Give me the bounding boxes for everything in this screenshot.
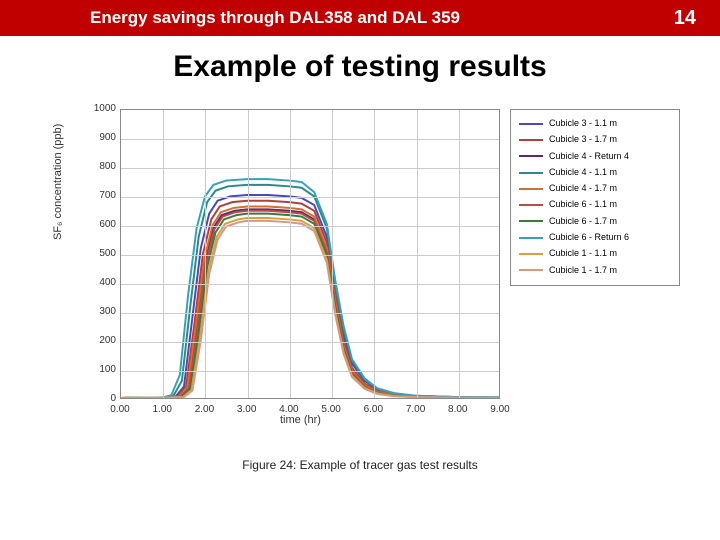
x-tick: 5.00 <box>321 404 340 415</box>
legend-item: Cubicle 4 - 1.7 m <box>519 181 671 196</box>
legend-label: Cubicle 6 - Return 6 <box>549 230 629 245</box>
series-line <box>121 179 499 398</box>
series-line <box>121 206 499 398</box>
y-tick: 600 <box>84 219 116 230</box>
legend-swatch <box>519 269 543 271</box>
chart-container: SF₆ concentration (ppb) time (hr) Cubicl… <box>40 94 680 454</box>
legend-item: Cubicle 3 - 1.1 m <box>519 116 671 131</box>
x-tick: 4.00 <box>279 404 298 415</box>
x-tick: 0.00 <box>110 404 129 415</box>
legend-label: Cubicle 6 - 1.7 m <box>549 214 617 229</box>
legend-swatch <box>519 172 543 174</box>
legend-item: Cubicle 6 - 1.1 m <box>519 197 671 212</box>
legend-item: Cubicle 1 - 1.1 m <box>519 246 671 261</box>
legend-item: Cubicle 4 - Return 4 <box>519 149 671 164</box>
x-tick: 6.00 <box>364 404 383 415</box>
legend-label: Cubicle 1 - 1.1 m <box>549 246 617 261</box>
header-bar: Energy savings through DAL358 and DAL 35… <box>0 0 720 36</box>
x-axis-label: time (hr) <box>280 414 321 426</box>
y-tick: 700 <box>84 190 116 201</box>
legend-item: Cubicle 3 - 1.7 m <box>519 132 671 147</box>
y-tick: 400 <box>84 277 116 288</box>
legend-label: Cubicle 6 - 1.1 m <box>549 197 617 212</box>
legend-label: Cubicle 3 - 1.7 m <box>549 132 617 147</box>
chart-curves <box>121 110 499 398</box>
legend-item: Cubicle 4 - 1.1 m <box>519 165 671 180</box>
legend-item: Cubicle 1 - 1.7 m <box>519 263 671 278</box>
legend-item: Cubicle 6 - Return 6 <box>519 230 671 245</box>
y-tick: 200 <box>84 335 116 346</box>
y-tick: 300 <box>84 306 116 317</box>
x-tick: 2.00 <box>195 404 214 415</box>
legend-swatch <box>519 204 543 206</box>
y-tick: 0 <box>84 393 116 404</box>
legend-item: Cubicle 6 - 1.7 m <box>519 214 671 229</box>
x-tick: 7.00 <box>406 404 425 415</box>
legend-swatch <box>519 188 543 190</box>
series-line <box>121 211 499 398</box>
legend-label: Cubicle 1 - 1.7 m <box>549 263 617 278</box>
legend-swatch <box>519 253 543 255</box>
legend: Cubicle 3 - 1.1 mCubicle 3 - 1.7 m Cubicl… <box>510 109 680 286</box>
y-axis-label: SF₆ concentration (ppb) <box>52 124 64 240</box>
y-tick: 800 <box>84 161 116 172</box>
y-tick: 500 <box>84 248 116 259</box>
legend-swatch <box>519 237 543 239</box>
x-tick: 1.00 <box>152 404 171 415</box>
legend-swatch <box>519 139 543 141</box>
series-line <box>121 209 499 398</box>
legend-label: Cubicle 4 - 1.7 m <box>549 181 617 196</box>
x-tick: 9.00 <box>490 404 509 415</box>
legend-label: Cubicle 4 - 1.1 m <box>549 165 617 180</box>
chart-caption: Figure 24: Example of tracer gas test re… <box>40 458 680 472</box>
legend-swatch <box>519 123 543 125</box>
x-tick: 3.00 <box>237 404 256 415</box>
subtitle: Example of testing results <box>0 50 720 84</box>
y-tick: 900 <box>84 132 116 143</box>
legend-label: Cubicle 3 - 1.1 m <box>549 116 617 131</box>
series-line <box>121 201 499 398</box>
legend-swatch <box>519 220 543 222</box>
plot-area <box>120 109 500 399</box>
y-tick: 100 <box>84 364 116 375</box>
page-number: 14 <box>674 7 696 30</box>
header-title: Energy savings through DAL358 and DAL 35… <box>90 8 460 28</box>
y-tick: 1000 <box>84 103 116 114</box>
legend-swatch <box>519 155 543 157</box>
x-tick: 8.00 <box>448 404 467 415</box>
legend-label: Cubicle 4 - Return 4 <box>549 149 629 164</box>
